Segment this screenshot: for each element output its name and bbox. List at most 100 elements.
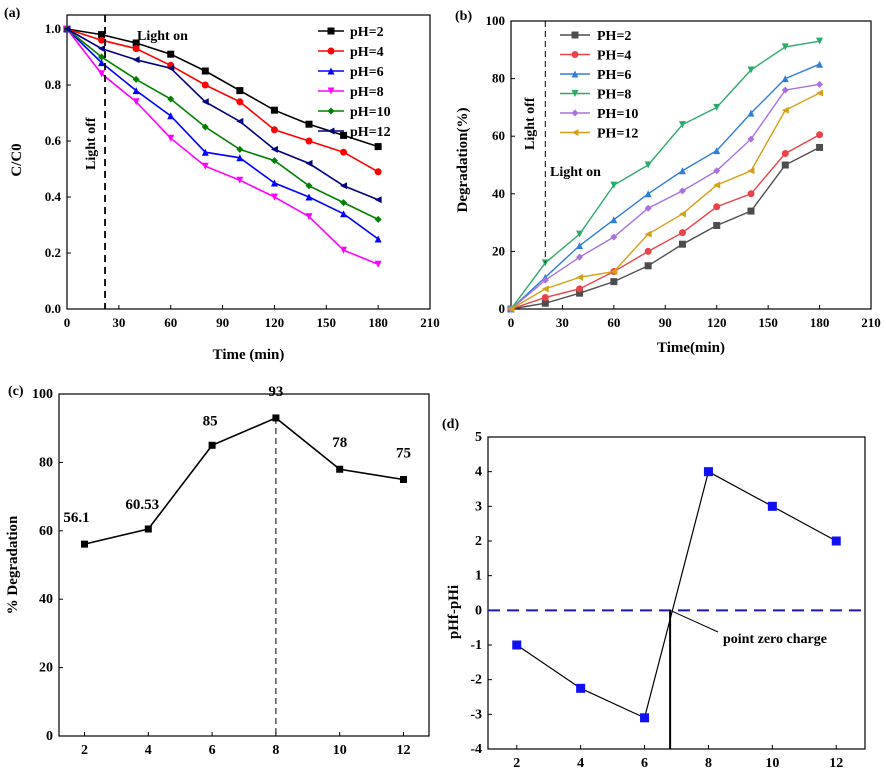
data-point xyxy=(340,131,348,139)
data-point xyxy=(576,683,586,693)
series-pH=10 xyxy=(63,25,382,223)
data-point xyxy=(272,414,280,422)
data-point xyxy=(167,95,175,103)
legend-label: pH=12 xyxy=(350,125,391,140)
data-point xyxy=(576,253,584,261)
data-point xyxy=(201,162,209,170)
panel-label: (a) xyxy=(4,6,21,21)
y-tick-label: 5 xyxy=(475,430,482,445)
data-point xyxy=(781,75,789,83)
data-point xyxy=(767,501,777,511)
panel-label: (b) xyxy=(455,9,472,24)
series-pH=8 xyxy=(63,25,382,268)
x-tick-label: 120 xyxy=(265,315,285,330)
data-point xyxy=(305,193,313,201)
x-tick-label: 12 xyxy=(396,743,410,758)
data-point xyxy=(63,25,71,33)
pzc-pointer xyxy=(669,609,719,633)
y-tick-label: -3 xyxy=(470,707,482,722)
y-tick-label: 0.8 xyxy=(45,77,62,92)
x-tick-label: 30 xyxy=(556,315,569,330)
data-point xyxy=(208,441,216,449)
x-tick-label: 8 xyxy=(272,743,279,758)
data-point xyxy=(336,465,344,473)
data-point xyxy=(236,176,244,184)
data-point xyxy=(98,59,106,67)
series-data xyxy=(81,414,407,548)
annotation-light-off: Light off xyxy=(523,97,538,150)
data-point xyxy=(816,60,824,68)
data-point xyxy=(374,143,382,151)
legend-marker xyxy=(327,67,335,75)
x-tick-label: 180 xyxy=(810,315,830,330)
data-point xyxy=(747,66,755,74)
data-point xyxy=(340,148,348,156)
data-point xyxy=(816,80,824,88)
legend-label: PH=4 xyxy=(597,49,631,64)
data-point xyxy=(340,210,348,218)
data-point xyxy=(374,260,382,268)
legend-label: PH=8 xyxy=(597,88,631,103)
y-tick-label: 0 xyxy=(46,729,53,744)
x-tick-label: 90 xyxy=(659,315,672,330)
data-point xyxy=(678,187,686,195)
y-axis-label: pHf-pHi xyxy=(446,585,462,639)
legend-marker xyxy=(327,87,335,95)
x-tick-label: 6 xyxy=(641,756,648,771)
plot-frame xyxy=(58,393,430,737)
data-point xyxy=(816,143,824,151)
series-line xyxy=(66,28,379,265)
data-label: 56.1 xyxy=(63,510,89,526)
plot-frame xyxy=(487,436,866,750)
y-tick-label: 40 xyxy=(39,592,53,607)
legend-label: PH=2 xyxy=(597,29,631,44)
data-point xyxy=(644,247,652,255)
data-point xyxy=(374,235,382,243)
series-line xyxy=(510,146,820,310)
data-point xyxy=(374,196,382,204)
legend-marker xyxy=(327,47,335,55)
x-tick-label: 4 xyxy=(577,756,584,771)
y-tick-label: -1 xyxy=(470,638,482,653)
data-point xyxy=(541,259,549,267)
data-point xyxy=(167,64,175,72)
panel-b: 0 30 60 90 120 150 180 210 0 20 40 60 80 100 (b) Light … xyxy=(455,9,881,356)
data-point xyxy=(703,467,713,477)
data-point xyxy=(781,149,789,157)
x-tick-label: 0 xyxy=(64,315,71,330)
data-point xyxy=(305,182,313,190)
legend-marker xyxy=(571,109,579,117)
y-tick-label: -4 xyxy=(470,742,482,757)
y-tick-label: 60 xyxy=(492,128,505,143)
series-line xyxy=(66,28,379,240)
x-tick-label: 10 xyxy=(765,756,779,771)
y-tick-label: 20 xyxy=(39,661,53,676)
legend: pH=2 pH=4 pH=6 pH=8 pH=10 pH=12 xyxy=(318,25,391,140)
legend-label: pH=8 xyxy=(350,85,384,100)
legend-marker xyxy=(571,90,579,97)
x-tick-label: 12 xyxy=(829,756,843,771)
data-point xyxy=(640,713,650,723)
data-point xyxy=(747,207,755,215)
series-line xyxy=(516,470,837,719)
legend-marker xyxy=(571,129,579,136)
data-point xyxy=(781,43,789,51)
data-point xyxy=(144,525,152,533)
data-point xyxy=(167,50,175,58)
data-point xyxy=(81,540,89,548)
data-point xyxy=(132,45,140,53)
data-point xyxy=(713,103,721,111)
x-tick-label: 150 xyxy=(317,315,337,330)
annotation-light-off: Light off xyxy=(84,117,99,170)
y-tick-label: 0.2 xyxy=(45,245,61,260)
series-pH=4 xyxy=(63,25,382,176)
data-point xyxy=(236,87,244,95)
data-point xyxy=(132,87,140,95)
panel-c: 2 4 6 8 10 12 0 20 40 60 80 100 56.1 60.53 85 93 78 75 (c)… xyxy=(5,384,430,758)
x-tick-label: 90 xyxy=(216,315,229,330)
legend-marker xyxy=(327,27,335,35)
data-point xyxy=(610,216,618,224)
y-tick-label: 20 xyxy=(492,243,505,258)
series-line xyxy=(510,92,820,310)
legend-label: PH=6 xyxy=(597,68,631,83)
